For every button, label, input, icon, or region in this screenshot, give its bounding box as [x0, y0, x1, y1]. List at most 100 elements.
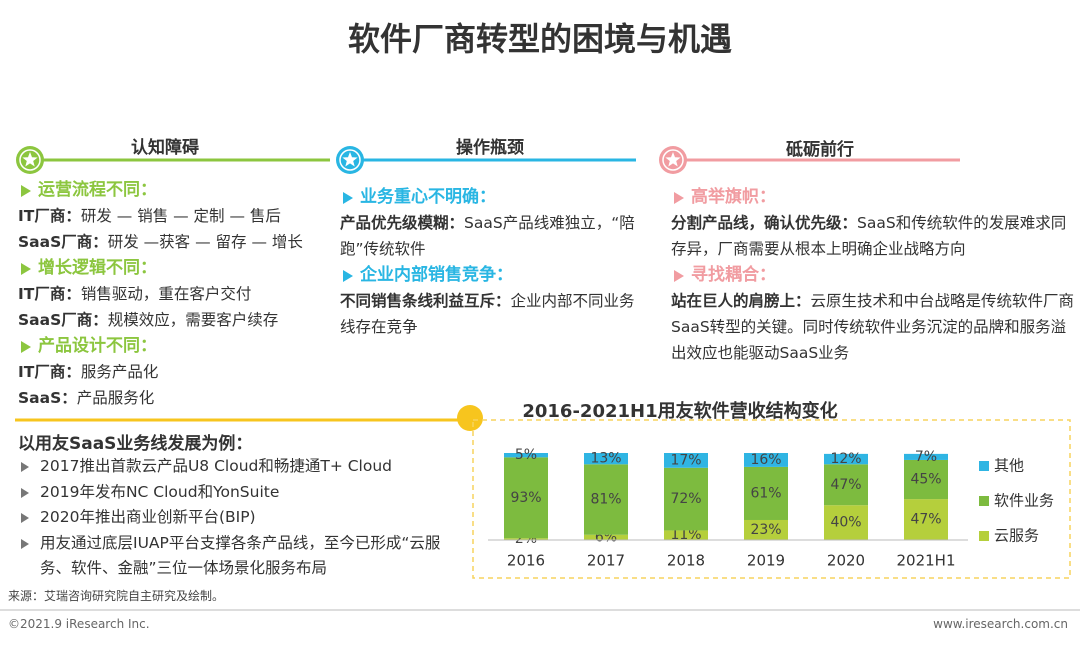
- footer-right: www.iresearch.com.cn: [933, 617, 1068, 631]
- section-heading: 增长逻辑不同：: [18, 255, 340, 281]
- example-item: 2020年推出商业创新平台(BIP): [18, 505, 468, 531]
- legend-label: 软件业务: [994, 492, 1054, 510]
- line-label: 分割产品线，确认优先级：: [671, 214, 858, 232]
- section-line: 不同销售条线利益互斥：企业内部不同业务线存在竞争: [340, 288, 640, 340]
- value-label: 61%: [750, 485, 781, 501]
- page-title: 软件厂商转型的困境与机遇: [347, 20, 732, 58]
- x-tick-label: 2021H1: [897, 552, 956, 570]
- line-label: IT厂商：: [18, 207, 81, 225]
- value-label: 23%: [750, 522, 781, 538]
- section-line: SaaS：产品服务化: [18, 385, 340, 411]
- line-text: 产品服务化: [76, 389, 155, 407]
- bar-segment: [664, 530, 708, 540]
- bar-segment: [904, 453, 948, 460]
- value-label: 40%: [830, 515, 861, 531]
- legend-swatch: [979, 531, 989, 541]
- section-heading: 寻找耦合：: [671, 262, 1076, 288]
- column-icon-ring: [339, 149, 361, 171]
- bar-segment: [824, 464, 868, 506]
- legend-label: 其他: [994, 457, 1024, 475]
- value-label: 47%: [910, 512, 941, 528]
- legend-swatch: [979, 461, 989, 471]
- section-line: SaaS厂商：规模效应，需要客户续存: [18, 307, 340, 333]
- line-label: IT厂商：: [18, 363, 81, 381]
- value-label: 17%: [670, 452, 701, 468]
- column-icon-ring: [19, 149, 41, 171]
- value-label: 7%: [915, 449, 937, 465]
- value-label: 13%: [590, 451, 621, 467]
- chart-frame: [472, 419, 1071, 579]
- value-label: 72%: [670, 491, 701, 507]
- line-label: SaaS：: [18, 389, 77, 407]
- bar-segment: [504, 538, 548, 540]
- example-item: 2017推出首款云产品U8 Cloud和畅捷通T+ Cloud: [18, 454, 468, 480]
- bar-segment: [584, 464, 628, 535]
- line-label: SaaS厂商：: [18, 233, 108, 251]
- section-line: IT厂商：服务产品化: [18, 359, 340, 385]
- bar-segment: [744, 466, 788, 520]
- section-heading: 高举旗帜：: [671, 184, 1076, 210]
- x-tick-label: 2019: [747, 552, 785, 570]
- bar-segment: [744, 453, 788, 467]
- example-item: 用友通过底层IUAP平台支撑各条产品线，至今已形成“云服务、软件、金融”三位一体…: [18, 531, 468, 582]
- example-title: 以用友SaaS业务线发展为例：: [18, 434, 253, 454]
- legend-label: 云服务: [994, 527, 1039, 545]
- section-line: 分割产品线，确认优先级：SaaS和传统软件的发展难求同存异，厂商需要从根本上明确…: [671, 210, 1076, 262]
- value-label: 47%: [830, 477, 861, 493]
- section-line: SaaS厂商：研发 —获客 — 留存 — 增长: [18, 229, 340, 255]
- section-line: IT厂商：销售驱动，重在客户交付: [18, 281, 340, 307]
- value-label: 16%: [750, 452, 781, 468]
- section-heading: 运营流程不同：: [18, 177, 340, 203]
- legend-swatch: [979, 496, 989, 506]
- bar-segment: [664, 453, 708, 468]
- value-label: 81%: [590, 492, 621, 508]
- line-text: 云原生技术和中台战略是传统软件厂商SaaS转型的关键。同时传统软件业务沉淀的品牌…: [671, 292, 1075, 362]
- example: 以用友SaaS业务线发展为例： 2017推出首款云产品U8 Cloud和畅捷通T…: [18, 429, 468, 582]
- section-line: 产品优先级模糊：SaaS产品线难独立，“陪跑”传统软件: [340, 210, 640, 262]
- line-text: 企业内部不同业务线存在竞争: [340, 292, 635, 336]
- column-body: 运营流程不同： IT厂商：研发 — 销售 — 定制 — 售后 SaaS厂商：研发 —…: [18, 177, 340, 411]
- section-heading: 企业内部销售竞争：: [340, 262, 640, 288]
- column-title: 认知障碍: [131, 138, 199, 158]
- value-label: 5%: [515, 447, 537, 463]
- line-text: 销售驱动，重在客户交付: [80, 285, 252, 303]
- value-label: 93%: [510, 490, 541, 506]
- example-item: 2019年发布NC Cloud和YonSuite: [18, 480, 468, 506]
- value-label: 11%: [670, 527, 701, 543]
- line-label: 产品优先级模糊：: [340, 214, 465, 232]
- source: 来源：艾瑞咨询研究院自主研究及绘制。: [8, 589, 225, 603]
- line-text: SaaS产品线难独立，“陪跑”传统软件: [340, 214, 635, 258]
- bar-segment: [504, 453, 548, 458]
- bar-segment: [824, 453, 868, 465]
- bar-segment: [904, 499, 948, 540]
- footer-left: ©2021.9 iResearch Inc.: [8, 617, 150, 631]
- bar-segment: [584, 453, 628, 465]
- section-line: 站在巨人的肩膀上：云原生技术和中台战略是传统软件厂商SaaS转型的关键。同时传统…: [671, 288, 1076, 366]
- column-icon-ring: [662, 149, 684, 171]
- section-heading: 业务重心不明确：: [340, 184, 640, 210]
- line-label: SaaS厂商：: [18, 311, 108, 329]
- bar-segment: [904, 459, 948, 500]
- value-label: 12%: [830, 451, 861, 467]
- section-line: IT厂商：研发 — 销售 — 定制 — 售后: [18, 203, 340, 229]
- value-label: 45%: [910, 472, 941, 488]
- bar-segment: [584, 534, 628, 540]
- line-text: 规模效应，需要客户续存: [107, 311, 279, 329]
- x-tick-label: 2017: [587, 552, 625, 570]
- line-text: SaaS和传统软件的发展难求同存异，厂商需要从根本上明确企业战略方向: [671, 214, 1067, 258]
- column-body: 业务重心不明确： 产品优先级模糊：SaaS产品线难独立，“陪跑”传统软件 企业内部销…: [340, 184, 640, 340]
- x-tick-label: 2016: [507, 552, 545, 570]
- x-tick-label: 2018: [667, 552, 705, 570]
- bar-segment: [504, 457, 548, 539]
- star: [342, 152, 358, 167]
- star: [22, 152, 38, 167]
- line-label: 不同销售条线利益互斥：: [340, 292, 511, 310]
- x-tick-label: 2020: [827, 552, 865, 570]
- star: [665, 152, 681, 167]
- bar-segment: [824, 505, 868, 540]
- line-label: IT厂商：: [18, 285, 81, 303]
- line-label: 站在巨人的肩膀上：: [671, 292, 811, 310]
- column-title: 砥砺前行: [786, 140, 854, 160]
